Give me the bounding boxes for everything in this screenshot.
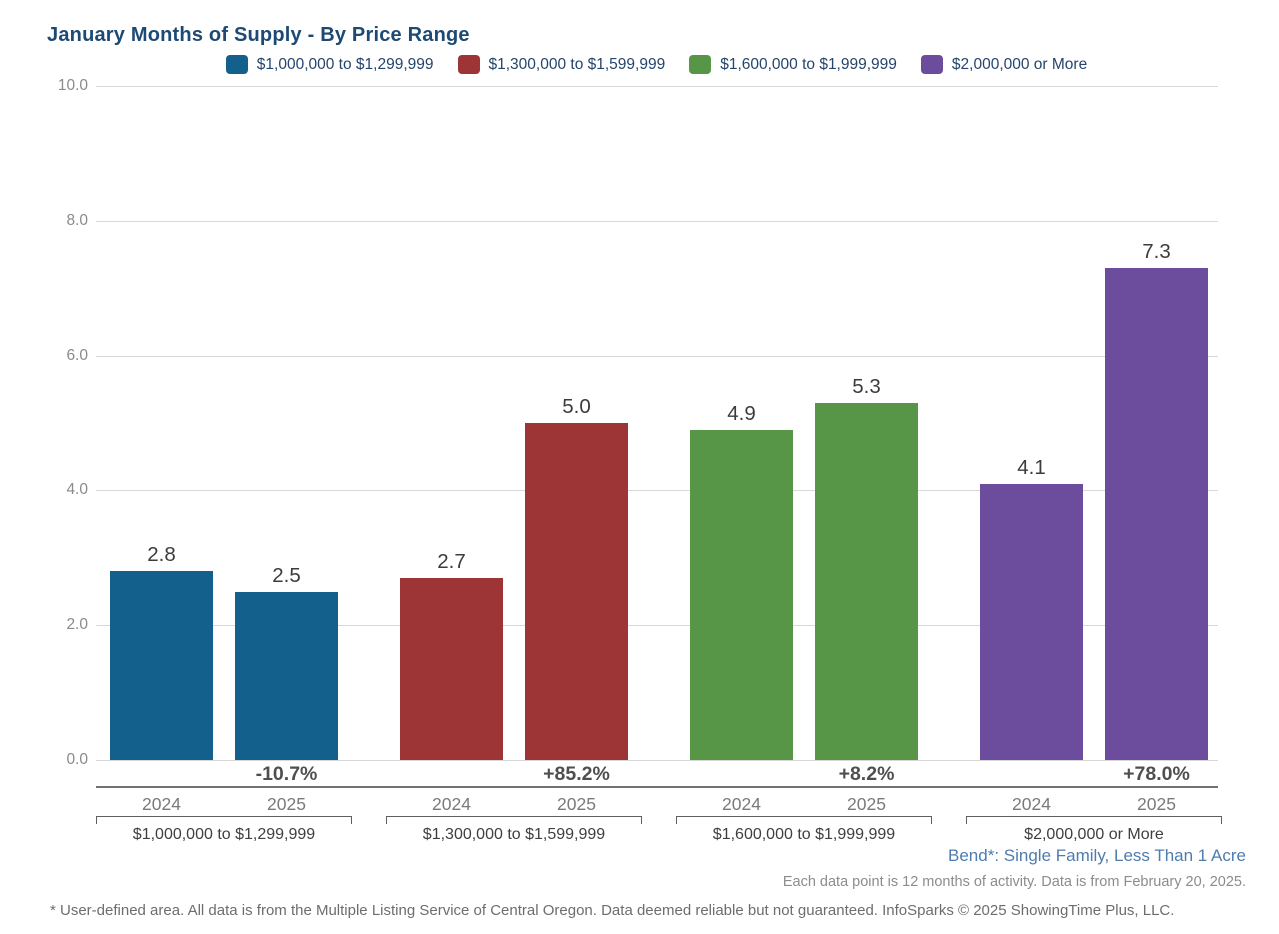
bar[interactable] [235, 591, 338, 760]
bar-value-label: 5.3 [852, 374, 881, 398]
y-axis-tick-label: 6.0 [66, 346, 88, 364]
category-label: $1,600,000 to $1,999,999 [712, 826, 896, 843]
bar[interactable] [110, 571, 213, 760]
data-note: Each data point is 12 months of activity… [782, 874, 1246, 890]
category-bracket [676, 816, 932, 824]
y-axis-tick-label: 2.0 [66, 616, 88, 634]
gridline [96, 86, 1218, 87]
category-label: $1,000,000 to $1,299,999 [132, 826, 316, 843]
pct-row-separator [96, 786, 1218, 788]
gridline [96, 760, 1218, 761]
bar-value-label: 5.0 [562, 395, 591, 418]
gridline [96, 355, 1218, 357]
y-axis-tick-label: 8.0 [66, 211, 88, 229]
category-label: $1,300,000 to $1,599,999 [422, 826, 606, 843]
x-axis-year-label: 2024 [1012, 794, 1051, 814]
x-axis-year-label: 2025 [267, 794, 306, 814]
legend-label: $2,000,000 or More [951, 55, 1088, 73]
category-bracket [96, 816, 352, 824]
legend-color-swatch [225, 55, 248, 74]
bar[interactable] [980, 483, 1083, 760]
bar-value-label: 2.8 [147, 543, 176, 567]
bar-value-label: 7.3 [1142, 239, 1171, 263]
legend-item[interactable]: $2,000,000 or More [920, 55, 1088, 74]
x-axis-year-label: 2025 [557, 794, 596, 814]
pct-change-label: +85.2% [543, 763, 610, 785]
y-axis-tick-label: 4.0 [66, 481, 88, 499]
bar[interactable] [525, 423, 628, 760]
legend-label: $1,000,000 to $1,299,999 [256, 55, 434, 73]
y-axis-tick-label: 10.0 [57, 77, 88, 94]
x-axis-year-label: 2024 [722, 794, 761, 814]
gridline [96, 220, 1218, 222]
category-bracket [386, 816, 642, 824]
gridline [96, 490, 1218, 492]
bar-value-label: 4.1 [1017, 455, 1046, 479]
legend-item[interactable]: $1,000,000 to $1,299,999 [225, 55, 434, 74]
x-axis-year-label: 2025 [847, 794, 886, 814]
bar-value-label: 2.7 [437, 550, 466, 574]
bar-value-label: 2.5 [272, 563, 301, 587]
x-axis-year-label: 2025 [1137, 794, 1176, 814]
legend: $1,000,000 to $1,299,999 $1,300,000 to $1… [95, 55, 1218, 74]
bar[interactable] [400, 578, 503, 760]
area-subtitle: Bend*: Single Family, Less Than 1 Acre [948, 846, 1246, 865]
pct-change-label: -10.7% [255, 763, 318, 785]
bar[interactable] [690, 429, 793, 760]
legend-color-swatch [689, 55, 712, 74]
chart-title: January Months of Supply - By Price Rang… [47, 24, 470, 46]
legend-label: $1,600,000 to $1,999,999 [720, 55, 897, 73]
x-axis-year-label: 2024 [142, 794, 181, 814]
gridline [96, 625, 1218, 627]
legend-label: $1,300,000 to $1,599,999 [488, 55, 666, 73]
disclaimer: * User-defined area. All data is from th… [50, 902, 1175, 919]
category-bracket [966, 816, 1222, 824]
pct-change-label: +8.2% [838, 763, 895, 785]
x-axis-year-label: 2024 [432, 794, 471, 814]
bar[interactable] [1105, 267, 1208, 760]
category-label: $2,000,000 or More [1024, 826, 1164, 843]
bar-value-label: 4.9 [727, 401, 756, 425]
legend-color-swatch [457, 55, 480, 74]
bar[interactable] [815, 402, 918, 760]
y-axis-tick-label: 0.0 [66, 751, 88, 768]
legend-color-swatch [920, 55, 943, 74]
legend-item[interactable]: $1,300,000 to $1,599,999 [457, 55, 666, 74]
legend-item[interactable]: $1,600,000 to $1,999,999 [689, 55, 897, 74]
pct-change-label: +78.0% [1123, 763, 1190, 785]
